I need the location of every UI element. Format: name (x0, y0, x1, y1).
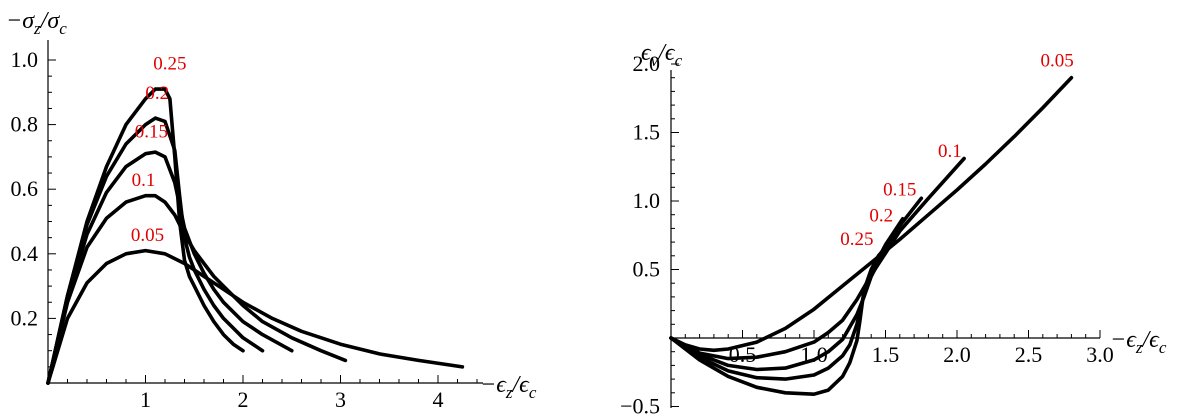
right-curve-0.05 (669, 75, 1074, 353)
left-chart: 1 2 3 4 0.2 0.4 0.6 0.8 1.0 −ϵz/ϵc −σz/σc 0.25 0.2 0… (6, 8, 537, 412)
left-curve-0.1 (46, 193, 348, 385)
right-y-axis-title: ϵv/ϵc (641, 40, 683, 70)
left-curve-0.05 (46, 248, 465, 385)
left-x-tick-label: 1 (140, 387, 151, 412)
right-x-tick-label: 2.5 (1015, 342, 1043, 367)
left-curve-label: 0.2 (145, 83, 169, 104)
right-y-tick-label: 1.5 (633, 120, 661, 145)
left-curve-label: 0.25 (153, 54, 186, 75)
left-y-axis-title: −σz/σc (6, 8, 67, 38)
right-x-tick-label: 3.0 (1086, 342, 1114, 367)
right-curve-label: 0.15 (883, 180, 916, 201)
left-x-axis-title: −ϵz/ϵc (480, 372, 537, 402)
right-curve-label: 0.2 (869, 206, 893, 227)
right-y-tick-label: 2.0 (633, 51, 661, 76)
left-x-tick-label: 3 (335, 387, 346, 412)
right-curve-label: 0.1 (938, 141, 962, 162)
left-y-tick-label: 0.8 (11, 112, 39, 137)
left-y-tick-label: 0.4 (11, 241, 39, 266)
right-curve-0.15 (669, 196, 924, 372)
right-curve-0.25 (669, 237, 895, 396)
left-y-tick-label: 0.2 (11, 305, 39, 330)
right-y-tick-label: 1.0 (633, 188, 661, 213)
left-y-tick-label: 1.0 (11, 47, 39, 72)
left-curve-label: 0.15 (135, 122, 168, 143)
right-x-axis-title: −ϵz/ϵc (1110, 327, 1167, 357)
right-x-tick-label: 2.0 (943, 342, 971, 367)
left-x-tick-label: 2 (238, 387, 249, 412)
right-y-tick-label: 0.5 (633, 257, 661, 282)
left-curve-0.15 (46, 150, 294, 385)
right-curve-0.1 (669, 156, 966, 361)
left-y-tick-label: 0.6 (11, 176, 39, 201)
left-curve-label: 0.1 (132, 170, 156, 191)
right-chart: 0.5 1.0 1.5 2.0 2.5 3.0−0.50.51.01.52.0−ϵz/ϵc… (620, 40, 1167, 419)
right-x-tick-label: 1.5 (872, 342, 900, 367)
left-x-tick-label: 4 (433, 387, 444, 412)
right-curve-label: 0.05 (1040, 51, 1073, 72)
right-y-tick-label: −0.5 (620, 394, 660, 419)
right-curve-label: 0.25 (840, 229, 873, 250)
left-curve-label: 0.05 (131, 225, 164, 246)
